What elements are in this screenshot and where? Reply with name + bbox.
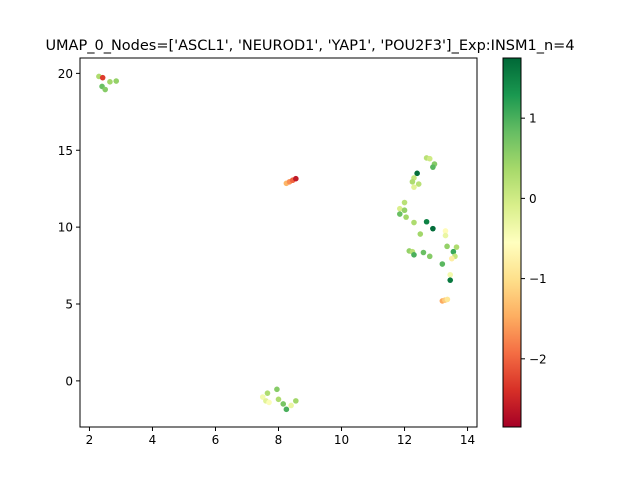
y-tick-label: 5 xyxy=(65,298,73,312)
data-point xyxy=(102,86,109,93)
data-point xyxy=(430,164,436,170)
y-tick-label: 0 xyxy=(65,374,73,388)
data-point xyxy=(283,406,290,413)
x-tick-label: 8 xyxy=(275,433,283,447)
x-tick-label: 12 xyxy=(397,433,412,447)
data-point xyxy=(397,211,403,217)
data-point xyxy=(411,219,417,226)
data-point xyxy=(280,401,287,407)
x-axis: 2 4 6 8 10 12 14 xyxy=(86,427,475,447)
data-point xyxy=(409,178,416,185)
data-point xyxy=(411,252,417,258)
data-point xyxy=(450,248,457,255)
data-point xyxy=(293,398,299,404)
y-tick-label: 20 xyxy=(58,67,73,81)
data-point xyxy=(288,402,294,409)
colorbar-tick-label: −1 xyxy=(529,272,547,286)
data-point xyxy=(423,218,430,225)
data-point xyxy=(264,390,271,396)
plot-area xyxy=(80,58,477,427)
colorbar-tick-label: 1 xyxy=(529,112,537,126)
chart-title: UMAP_0_Nodes=['ASCL1', 'NEUROD1', 'YAP1'… xyxy=(45,38,574,54)
data-point xyxy=(447,271,454,278)
data-point xyxy=(293,175,299,182)
x-tick-label: 14 xyxy=(460,433,475,447)
colorbar-tick-label: 0 xyxy=(529,192,537,206)
x-tick-label: 10 xyxy=(334,433,349,447)
data-point xyxy=(453,244,460,250)
x-tick-label: 6 xyxy=(212,433,220,447)
data-point xyxy=(403,214,409,220)
data-point xyxy=(426,253,433,260)
data-point xyxy=(426,155,433,162)
data-point xyxy=(444,243,450,250)
colorbar-tick-label: −2 xyxy=(529,352,547,366)
data-point xyxy=(447,277,454,283)
y-tick-label: 10 xyxy=(58,221,73,235)
data-point xyxy=(420,249,427,256)
data-point xyxy=(415,181,422,187)
data-point xyxy=(274,386,280,393)
data-point xyxy=(99,74,106,81)
data-point xyxy=(259,394,266,400)
data-point xyxy=(397,205,403,212)
data-point xyxy=(444,296,451,303)
data-point xyxy=(442,232,449,239)
data-point xyxy=(401,207,408,214)
data-point xyxy=(113,78,120,84)
data-point xyxy=(275,396,282,403)
x-tick-label: 4 xyxy=(149,433,157,447)
data-point xyxy=(401,199,408,206)
data-point xyxy=(414,170,420,177)
data-point xyxy=(266,399,272,406)
y-tick-label: 15 xyxy=(58,144,73,158)
x-tick-label: 2 xyxy=(86,433,94,447)
data-point xyxy=(107,79,113,85)
data-point xyxy=(448,255,455,262)
scatter-points xyxy=(96,73,460,413)
data-point xyxy=(417,231,424,237)
data-point xyxy=(430,225,436,232)
colorbar xyxy=(502,57,522,428)
data-point xyxy=(439,261,446,267)
data-point xyxy=(411,184,417,190)
y-axis: 0 5 10 15 20 xyxy=(58,67,80,388)
colorbar-axis: −2 −1 0 1 xyxy=(521,112,547,366)
data-point xyxy=(442,228,449,234)
